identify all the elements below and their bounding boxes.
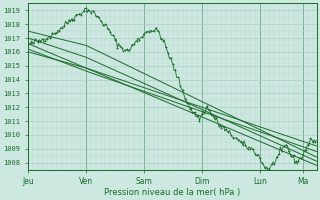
X-axis label: Pression niveau de la mer( hPa ): Pression niveau de la mer( hPa ) [104, 188, 240, 197]
